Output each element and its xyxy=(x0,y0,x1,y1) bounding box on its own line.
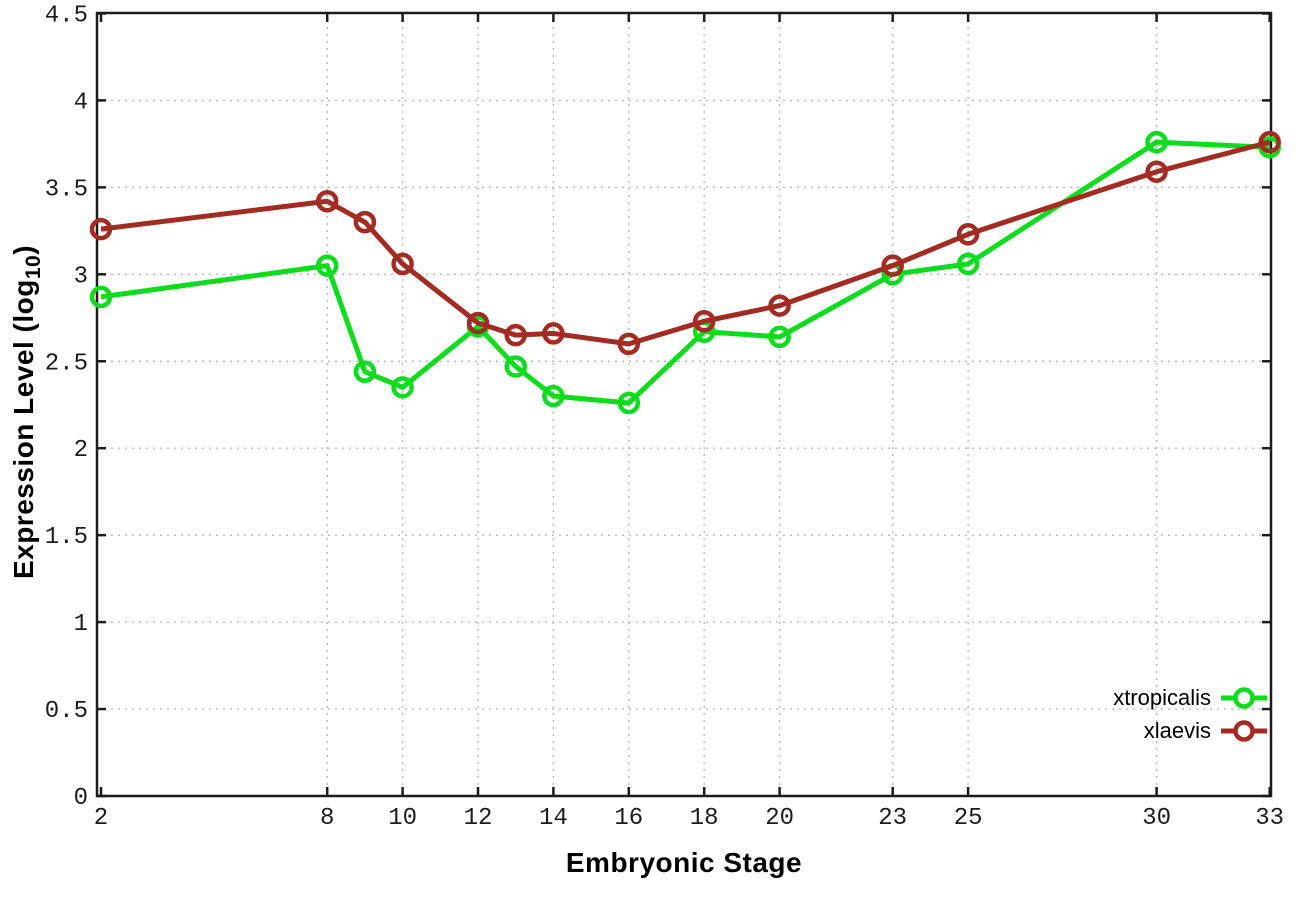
series-line-xlaevis xyxy=(100,139,1271,347)
x-tick-label: 33 xyxy=(1255,805,1284,832)
legend: xtropicalis xlaevis xyxy=(1113,685,1268,744)
x-tick-label: 30 xyxy=(1142,805,1171,832)
data-point-xlaevis-stage-10 xyxy=(391,252,414,276)
data-point-xlaevis-stage-18 xyxy=(692,310,716,333)
y-axis-title-subscript: 10 xyxy=(22,254,45,280)
x-tick-label: 18 xyxy=(690,805,719,832)
y-axis-title-end: ) xyxy=(8,244,39,255)
series-line-xtropicalis xyxy=(100,139,1270,406)
x-tick-label: 2 xyxy=(94,805,108,832)
plot-frame xyxy=(95,11,1273,798)
data-point-xtropicalis-stage-20 xyxy=(768,325,791,349)
data-point-xtropicalis-stage-25 xyxy=(956,252,980,276)
x-tick-label: 23 xyxy=(878,805,907,832)
legend-label-xlaevis: xlaevis xyxy=(1143,718,1211,743)
x-tick-label: 10 xyxy=(388,805,417,832)
data-point-xlaevis-stage-8 xyxy=(315,190,339,213)
x-tick-label: 16 xyxy=(614,805,643,832)
legend-entry-xlaevis: xlaevis xyxy=(1144,718,1268,744)
data-point-xlaevis-stage-25 xyxy=(956,223,980,246)
y-tick-label: 3 xyxy=(74,263,88,290)
x-tick-label: 12 xyxy=(464,805,493,832)
y-axis-title: Expression Level (log10) xyxy=(8,245,46,579)
data-point-xtropicalis-stage-10 xyxy=(391,376,414,399)
data-point-xlaevis-stage-12 xyxy=(466,311,490,335)
x-tick-label: 20 xyxy=(765,805,794,832)
y-axis-title-main: Expression Level (log xyxy=(8,279,39,580)
y-tick-label: 4 xyxy=(74,89,88,116)
y-tick-label: 4.5 xyxy=(45,2,88,29)
y-tick-label: 3.5 xyxy=(45,176,88,203)
data-point-xtropicalis-stage-8 xyxy=(315,254,339,277)
y-tick-label: 0 xyxy=(74,785,88,812)
y-tick-label: 2.5 xyxy=(45,350,88,377)
legend-sample-xlaevis-icon xyxy=(1221,720,1267,742)
data-point-xtropicalis-stage-14 xyxy=(542,384,565,408)
data-point-xlaevis-stage-33 xyxy=(1258,130,1281,154)
data-point-xlaevis-stage-20 xyxy=(768,294,791,317)
x-tick-label: 14 xyxy=(539,805,568,832)
y-tick-label: 1.5 xyxy=(45,524,88,551)
y-tick-label: 1 xyxy=(74,611,88,638)
data-point-xlaevis-stage-14 xyxy=(542,322,565,345)
data-point-xlaevis-stage-23 xyxy=(881,254,904,277)
data-point-xtropicalis-stage-30 xyxy=(1145,130,1168,154)
data-point-xlaevis-stage-13 xyxy=(504,323,527,347)
data-point-xtropicalis-stage-13 xyxy=(504,355,527,378)
x-tick-label: 8 xyxy=(320,805,334,832)
data-point-xtropicalis-stage-16 xyxy=(617,391,641,415)
data-point-xtropicalis-stage-2 xyxy=(89,285,113,309)
data-point-xtropicalis-stage-9 xyxy=(353,360,377,383)
legend-sample-marker xyxy=(1233,720,1255,742)
data-point-xlaevis-stage-9 xyxy=(353,210,377,234)
data-point-xlaevis-stage-30 xyxy=(1145,160,1168,183)
legend-sample-xtropicalis-icon xyxy=(1221,687,1267,709)
data-point-xlaevis-stage-16 xyxy=(617,332,641,356)
x-axis-title: Embryonic Stage xyxy=(565,847,803,878)
data-point-xlaevis-stage-2 xyxy=(89,217,113,241)
x-tick-label: 25 xyxy=(954,805,983,832)
y-tick-label: 2 xyxy=(74,437,88,464)
legend-label-xtropicalis: xtropicalis xyxy=(1113,685,1211,710)
y-tick-label: 0.5 xyxy=(45,698,88,725)
legend-sample-marker xyxy=(1233,687,1255,709)
legend-entry-xtropicalis: xtropicalis xyxy=(1113,685,1268,711)
